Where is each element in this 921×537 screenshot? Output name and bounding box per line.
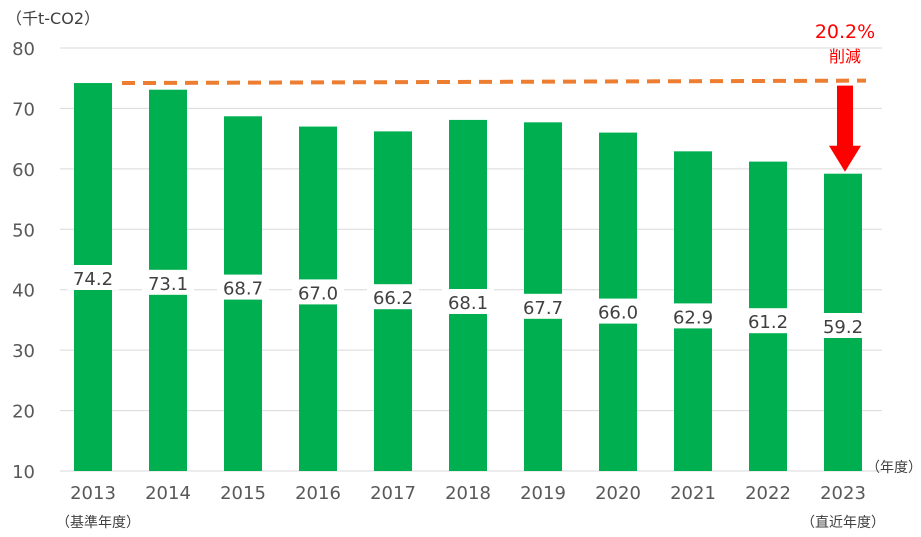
value-label: 74.2 xyxy=(73,269,113,290)
value-label: 66.0 xyxy=(598,303,638,324)
value-label-bg xyxy=(67,265,119,290)
value-label-bg xyxy=(817,313,869,338)
y-tick-label: 40 xyxy=(12,281,35,302)
x-tick-label: 2022 xyxy=(745,483,791,504)
reference-dashed-line xyxy=(121,78,867,86)
base-year-note: （基準年度） xyxy=(56,514,140,531)
value-label: 73.1 xyxy=(148,274,188,295)
y-tick-label: 80 xyxy=(12,39,35,60)
y-tick-label: 20 xyxy=(12,402,35,423)
value-label-bg xyxy=(517,293,569,319)
latest-year-note: （直近年度） xyxy=(801,514,885,531)
x-axis: 2013 2014 2015 2016 2017 2018 2019 2020 2021 2022… xyxy=(70,483,866,504)
value-label: 68.7 xyxy=(223,279,263,300)
y-tick-label: 70 xyxy=(12,99,35,120)
reduction-label: 削減 xyxy=(829,47,861,66)
value-label-bg xyxy=(742,308,794,334)
x-axis-unit: （年度） xyxy=(866,460,921,476)
y-axis-label: （千t-CO2） xyxy=(6,9,100,28)
value-label: 59.2 xyxy=(823,317,863,338)
value-label: 66.2 xyxy=(373,288,413,309)
value-label-bg xyxy=(367,284,419,310)
x-tick-label: 2019 xyxy=(520,483,566,504)
x-tick-label: 2017 xyxy=(370,483,416,504)
x-tick-label: 2015 xyxy=(220,483,266,504)
y-tick-label: 10 xyxy=(12,462,35,483)
value-label: 67.7 xyxy=(523,298,563,319)
value-label-bg xyxy=(292,279,344,305)
value-labels: 74.2 73.1 68.7 67.0 66.2 68.1 67.7 66.0 62.9 61.2… xyxy=(67,265,869,338)
y-tick-label: 60 xyxy=(12,160,35,181)
value-label: 68.1 xyxy=(448,293,488,314)
value-label: 67.0 xyxy=(298,283,338,304)
value-label: 62.9 xyxy=(673,307,713,328)
value-label-bg xyxy=(667,303,719,329)
x-tick-label: 2018 xyxy=(445,483,491,504)
y-axis: 10 20 30 40 50 60 70 80 xyxy=(12,39,35,483)
x-tick-label: 2023 xyxy=(820,483,866,504)
reduction-percent: 20.2% xyxy=(815,21,875,43)
y-tick-label: 50 xyxy=(12,220,35,241)
y-tick-label: 30 xyxy=(12,341,35,362)
value-label-bg xyxy=(142,269,194,295)
value-label-bg xyxy=(217,274,269,300)
value-label: 61.2 xyxy=(748,312,788,333)
x-tick-label: 2020 xyxy=(595,483,641,504)
x-tick-label: 2013 xyxy=(70,483,116,504)
x-tick-label: 2021 xyxy=(670,483,716,504)
value-label-bg xyxy=(442,289,494,314)
x-tick-label: 2014 xyxy=(145,483,191,504)
reduction-arrow-icon xyxy=(829,85,861,172)
x-tick-label: 2016 xyxy=(295,483,341,504)
value-label-bg xyxy=(592,298,644,324)
